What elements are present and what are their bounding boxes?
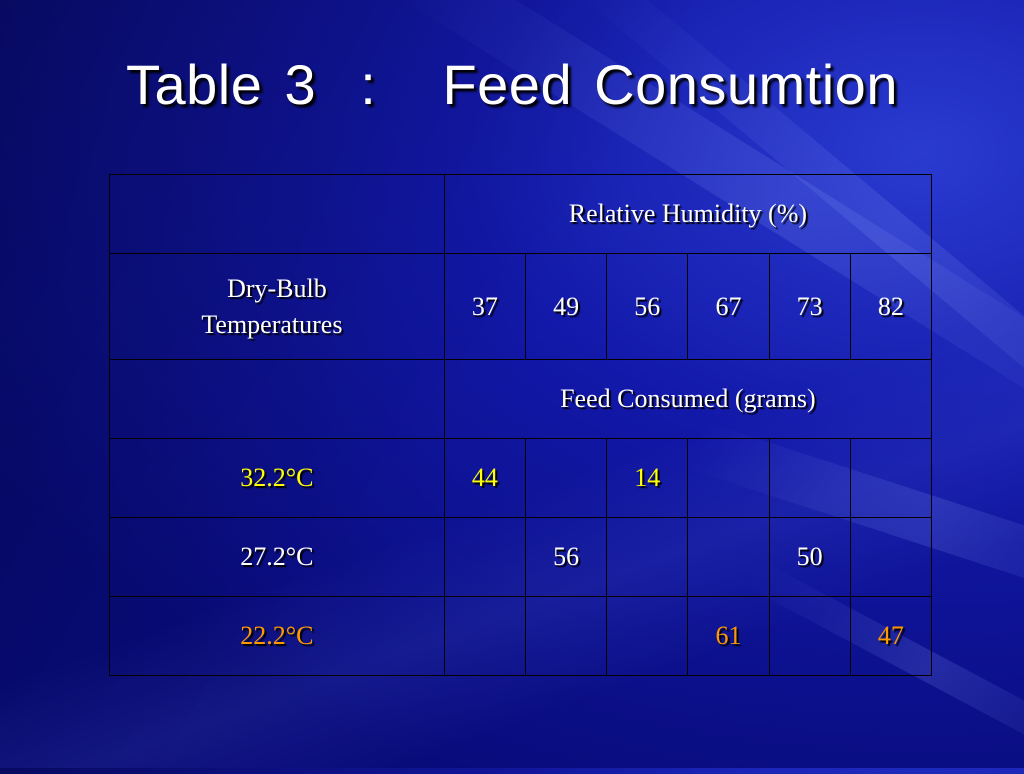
feed-value-cell: [606, 517, 689, 597]
feed-value-cell: [524, 596, 608, 676]
humidity-value-cell: 73: [768, 253, 851, 360]
table-row-humidity-header: Relative Humidity (%): [109, 174, 933, 254]
table-row: 22.2°C 61 47: [109, 596, 933, 676]
feed-value-cell: 47: [849, 596, 933, 676]
table-row: 32.2°C 44 14: [109, 438, 933, 518]
dry-bulb-label-line2: Temperatures: [201, 309, 343, 339]
feed-consumed-header: Feed Consumed (grams): [443, 359, 933, 439]
feed-value-cell: [849, 438, 933, 518]
feed-value-cell: [768, 438, 851, 518]
humidity-value-cell: 49: [524, 253, 608, 360]
humidity-value-cell: 56: [606, 253, 689, 360]
table-row-feed-header: Feed Consumed (grams): [109, 359, 933, 439]
temperature-label: 22.2°C: [109, 596, 445, 676]
table-row-humidity-values: Dry-Bulb Temperatures 37 49 56 67 73 82: [109, 253, 933, 360]
feed-value-cell: [687, 438, 770, 518]
table-row: 27.2°C 56 50: [109, 517, 933, 597]
feed-value-cell: 14: [606, 438, 689, 518]
empty-label-cell: [109, 359, 445, 439]
humidity-value-cell: 67: [687, 253, 770, 360]
feed-value-cell: 61: [687, 596, 770, 676]
feed-value-cell: 56: [524, 517, 608, 597]
temperature-label: 27.2°C: [109, 517, 445, 597]
humidity-value-cell: 37: [443, 253, 526, 360]
feed-value-cell: [443, 596, 526, 676]
feed-value-cell: [687, 517, 770, 597]
feed-value-cell: 50: [768, 517, 851, 597]
relative-humidity-header: Relative Humidity (%): [443, 174, 933, 254]
feed-value-cell: [443, 517, 526, 597]
feed-value-cell: [849, 517, 933, 597]
feed-value-cell: [768, 596, 851, 676]
dry-bulb-temperatures-label: Dry-Bulb Temperatures: [109, 253, 445, 360]
feed-value-cell: 44: [443, 438, 526, 518]
feed-value-cell: [606, 596, 689, 676]
humidity-value-cell: 82: [849, 253, 933, 360]
temperature-label: 32.2°C: [109, 438, 445, 518]
empty-corner-cell: [109, 174, 445, 254]
feed-value-cell: [524, 438, 608, 518]
dry-bulb-label-line1: Dry-Bulb: [227, 273, 327, 303]
feed-consumption-table: Relative Humidity (%) Dry-Bulb Temperatu…: [109, 174, 933, 676]
slide-title: Table 3 : Feed Consumtion: [126, 53, 898, 116]
